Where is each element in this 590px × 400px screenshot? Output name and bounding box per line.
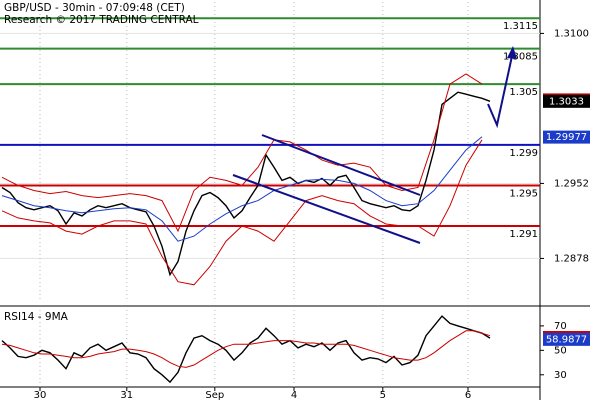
value-box-label: 1.3033 (549, 96, 584, 107)
series-line (1, 330, 491, 368)
x-tick-label: 5 (380, 390, 386, 400)
series-line (1, 73, 483, 233)
series-line (1, 139, 483, 286)
level-label: 1.305 (509, 87, 538, 98)
value-box-label: 1.29977 (546, 132, 587, 143)
x-tick-label: 4 (291, 390, 297, 400)
y-tick-label: 70 (554, 321, 567, 332)
series-line (1, 315, 491, 384)
x-tick-label: Sep (205, 390, 224, 400)
indicator-title: RSI14 - 9MA (4, 311, 69, 323)
x-tick-label: 31 (120, 390, 133, 400)
value-box (543, 130, 590, 144)
channel-line (232, 174, 421, 244)
level-label: 1.291 (509, 229, 538, 240)
series-line (1, 136, 483, 242)
level-label: 1.3085 (503, 52, 538, 63)
y-tick-label: 1.2878 (554, 253, 589, 264)
y-tick-label: 1.2952 (554, 178, 589, 189)
level-label: 1.299 (509, 148, 538, 159)
level-label: 1.295 (509, 188, 538, 199)
chart-title: GBP/USD - 30min - 07:09:48 (CET) (4, 2, 185, 14)
y-tick-label: 30 (554, 370, 567, 381)
chart-subtitle: Research © 2017 TRADING CENTRAL (4, 14, 199, 26)
level-label: 1.3115 (503, 21, 538, 32)
channel-line (261, 134, 421, 196)
y-tick-label: 50 (554, 345, 567, 356)
forecast-arrow (487, 55, 513, 129)
arrow-head (507, 46, 517, 59)
value-box (543, 332, 590, 346)
x-tick-label: 30 (34, 390, 47, 400)
value-box (543, 94, 590, 108)
value-box-label: 58.9877 (546, 334, 587, 345)
y-tick-label: 1.3100 (554, 28, 589, 39)
x-tick-label: 6 (465, 390, 471, 400)
